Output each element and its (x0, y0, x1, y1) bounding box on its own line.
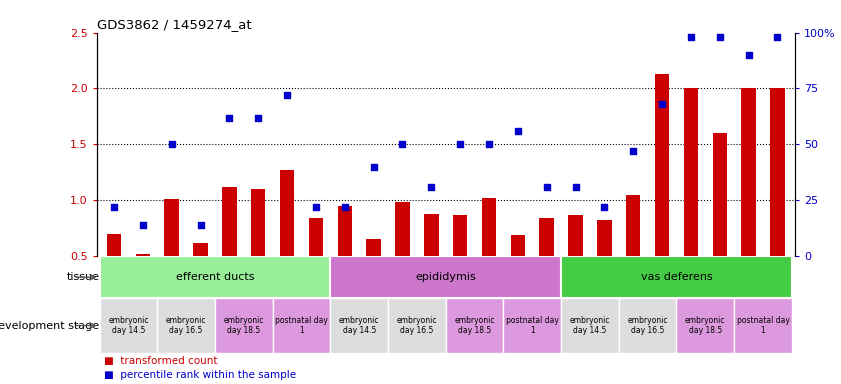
Bar (193, 243, 208, 256)
Text: GDS3862 / 1459274_at: GDS3862 / 1459274_at (97, 18, 251, 31)
Point (770, 34, 784, 40)
Bar (395, 202, 410, 256)
Point (309, 204, 323, 210)
Bar (504, 298, 561, 353)
Bar (107, 234, 121, 256)
Bar (388, 298, 446, 353)
Bar (165, 199, 179, 256)
Text: embryonic
day 16.5: embryonic day 16.5 (397, 316, 437, 335)
Point (540, 184, 553, 190)
Bar (684, 88, 698, 256)
Point (338, 204, 352, 210)
Bar (742, 88, 756, 256)
Point (627, 148, 640, 154)
Text: development stage: development stage (0, 321, 99, 331)
Point (453, 141, 467, 147)
Bar (222, 187, 236, 256)
Bar (539, 218, 554, 256)
Bar (331, 256, 561, 298)
Bar (99, 256, 331, 298)
Bar (99, 298, 157, 353)
Bar (561, 298, 619, 353)
Text: efferent ducts: efferent ducts (176, 272, 254, 282)
Point (482, 141, 495, 147)
Bar (597, 220, 611, 256)
Bar (712, 133, 727, 256)
Bar (272, 298, 331, 353)
Point (136, 222, 150, 228)
Text: postnatal day
1: postnatal day 1 (737, 316, 790, 335)
Text: embryonic
day 18.5: embryonic day 18.5 (685, 316, 726, 335)
Bar (367, 239, 381, 256)
Point (367, 164, 380, 170)
Bar (655, 74, 669, 256)
Text: embryonic
day 14.5: embryonic day 14.5 (569, 316, 611, 335)
Point (280, 92, 294, 98)
Text: embryonic
day 16.5: embryonic day 16.5 (627, 316, 668, 335)
Bar (215, 298, 272, 353)
Point (655, 101, 669, 107)
Point (193, 222, 207, 228)
Bar (676, 298, 734, 353)
Bar (251, 189, 266, 256)
Text: embryonic
day 14.5: embryonic day 14.5 (339, 316, 379, 335)
Text: ■  percentile rank within the sample: ■ percentile rank within the sample (103, 370, 296, 380)
Bar (446, 298, 504, 353)
Text: postnatal day
1: postnatal day 1 (505, 316, 558, 335)
Bar (510, 235, 525, 256)
Point (425, 184, 438, 190)
Point (742, 52, 755, 58)
Bar (626, 195, 641, 256)
Point (165, 141, 178, 147)
Text: postnatal day
1: postnatal day 1 (275, 316, 328, 335)
Bar (309, 218, 323, 256)
Point (108, 204, 121, 210)
Text: ■  transformed count: ■ transformed count (103, 356, 217, 366)
Bar (619, 298, 676, 353)
Bar (424, 214, 438, 256)
Bar (561, 256, 792, 298)
Text: vas deferens: vas deferens (641, 272, 712, 282)
Bar (482, 198, 496, 256)
Point (713, 34, 727, 40)
Text: tissue: tissue (66, 272, 99, 282)
Bar (734, 298, 792, 353)
Point (251, 114, 265, 121)
Point (598, 204, 611, 210)
Point (223, 114, 236, 121)
Point (396, 141, 410, 147)
Bar (280, 170, 294, 256)
Text: embryonic
day 14.5: embryonic day 14.5 (108, 316, 149, 335)
Text: embryonic
day 16.5: embryonic day 16.5 (166, 316, 206, 335)
Bar (569, 215, 583, 256)
Point (685, 34, 698, 40)
Text: embryonic
day 18.5: embryonic day 18.5 (454, 316, 495, 335)
Point (569, 184, 582, 190)
Bar (770, 88, 785, 256)
Text: embryonic
day 18.5: embryonic day 18.5 (224, 316, 264, 335)
Bar (453, 215, 468, 256)
Bar (135, 254, 150, 256)
Point (511, 128, 525, 134)
Bar (337, 206, 352, 256)
Bar (331, 298, 388, 353)
Text: epididymis: epididymis (415, 272, 476, 282)
Bar (157, 298, 215, 353)
